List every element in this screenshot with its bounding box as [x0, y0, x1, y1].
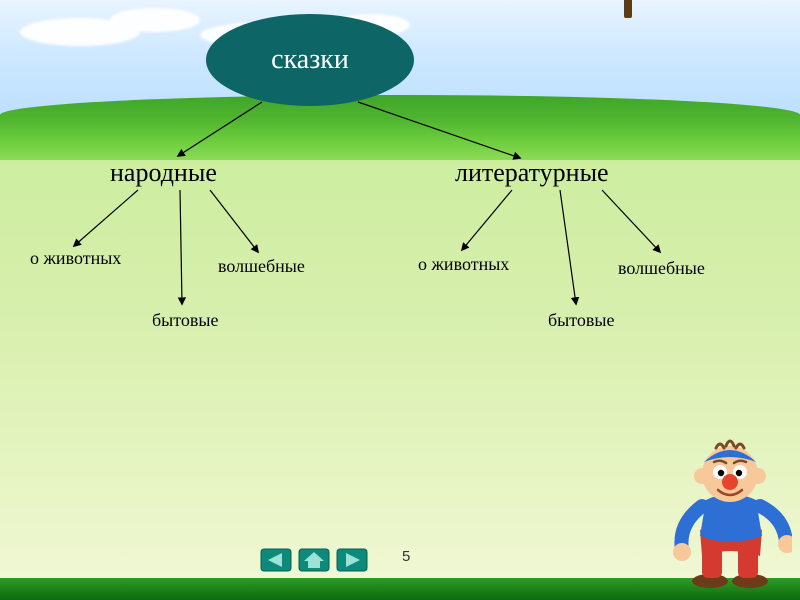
node-literaturnye: литературные: [455, 158, 609, 188]
node-bytovye-1: бытовые: [152, 310, 218, 331]
root-node: сказки: [206, 14, 414, 106]
cartoon-character: [672, 438, 792, 588]
nav-buttons: [260, 548, 368, 572]
node-volshebnye-2: волшебные: [618, 258, 705, 279]
prev-button[interactable]: [260, 548, 292, 572]
prev-icon: [260, 548, 292, 572]
next-button[interactable]: [336, 548, 368, 572]
node-o-zhivotnykh-1: о животных: [30, 248, 121, 269]
node-narodnye: народные: [110, 158, 217, 188]
slide-stage: сказки народные литературные о животных …: [0, 0, 800, 600]
page-number: 5: [402, 548, 410, 565]
home-icon: [298, 548, 330, 572]
node-bytovye-2: бытовые: [548, 310, 614, 331]
next-icon: [336, 548, 368, 572]
home-button[interactable]: [298, 548, 330, 572]
node-volshebnye-1: волшебные: [218, 256, 305, 277]
root-label: сказки: [271, 44, 349, 76]
node-o-zhivotnykh-2: о животных: [418, 254, 509, 275]
